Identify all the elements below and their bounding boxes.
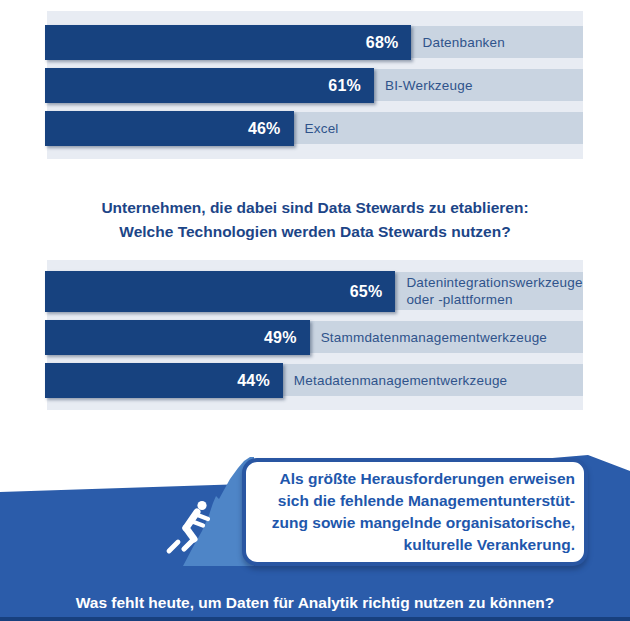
bar-row: 61% BI-Werkzeuge (47, 69, 583, 101)
bar-value-label: 49% (264, 329, 297, 347)
bar-value-label: 65% (350, 283, 383, 301)
bar-value-label: 44% (237, 372, 270, 390)
bar: 49% (45, 320, 310, 355)
bar-value-label: 46% (248, 120, 281, 138)
bar-row: 65% Datenintegrationswerkzeugeoder -platt… (47, 272, 583, 310)
technology-usage-chart: 68% Datenbanken 61% BI-Werkzeuge 46% Excel (47, 11, 583, 159)
callout-box: Als größte Herausforderungen erweisen si… (242, 458, 588, 566)
bar-category-label: BI-Werkzeuge (385, 77, 473, 94)
next-section-edge (0, 617, 630, 621)
bar-category-label: Excel (305, 120, 339, 137)
bar-row: 68% Datenbanken (47, 26, 583, 58)
bar: 61% (45, 68, 374, 103)
bar-value-label: 61% (328, 77, 361, 95)
infographic-page: 68% Datenbanken 61% BI-Werkzeuge 46% Excel Un… (0, 0, 630, 621)
section-heading: Unternehmen, die dabei sind Data Steward… (0, 196, 630, 244)
bar-category-label: Datenbanken (422, 34, 505, 51)
section-heading-line2: Welche Technologien werden Data Stewards… (0, 220, 630, 244)
bar: 46% (45, 111, 294, 146)
bar-category-label: Metadatenmanagementwerkzeuge (294, 372, 507, 389)
callout-line1: Als größte Herausforderungen erweisen (258, 468, 575, 490)
section-heading-line1: Unternehmen, die dabei sind Data Steward… (0, 196, 630, 220)
bar-row: 49% Stammdatenmanagementwerkzeuge (47, 321, 583, 353)
callout-line2: sich die fehlende Managementunterstüt- (258, 490, 575, 512)
steward-technology-chart: 65% Datenintegrationswerkzeugeoder -platt… (47, 260, 583, 410)
bar-category-label: Datenintegrationswerkzeugeoder -plattfor… (406, 274, 582, 308)
bar: 68% (45, 25, 411, 60)
bar-value-label: 68% (366, 34, 399, 52)
callout-line4: kulturelle Verankerung. (258, 534, 575, 556)
bottom-question: Was fehlt heute, um Daten für Analytik r… (0, 594, 630, 612)
callout-line3: zung sowie mangelnde organisatorische, (258, 512, 575, 534)
bar: 44% (45, 363, 283, 398)
bar-row: 46% Excel (47, 112, 583, 144)
bar: 65% (45, 271, 395, 312)
bar-row: 44% Metadatenmanagementwerkzeuge (47, 364, 583, 396)
bar-category-label: Stammdatenmanagementwerkzeuge (321, 329, 547, 346)
